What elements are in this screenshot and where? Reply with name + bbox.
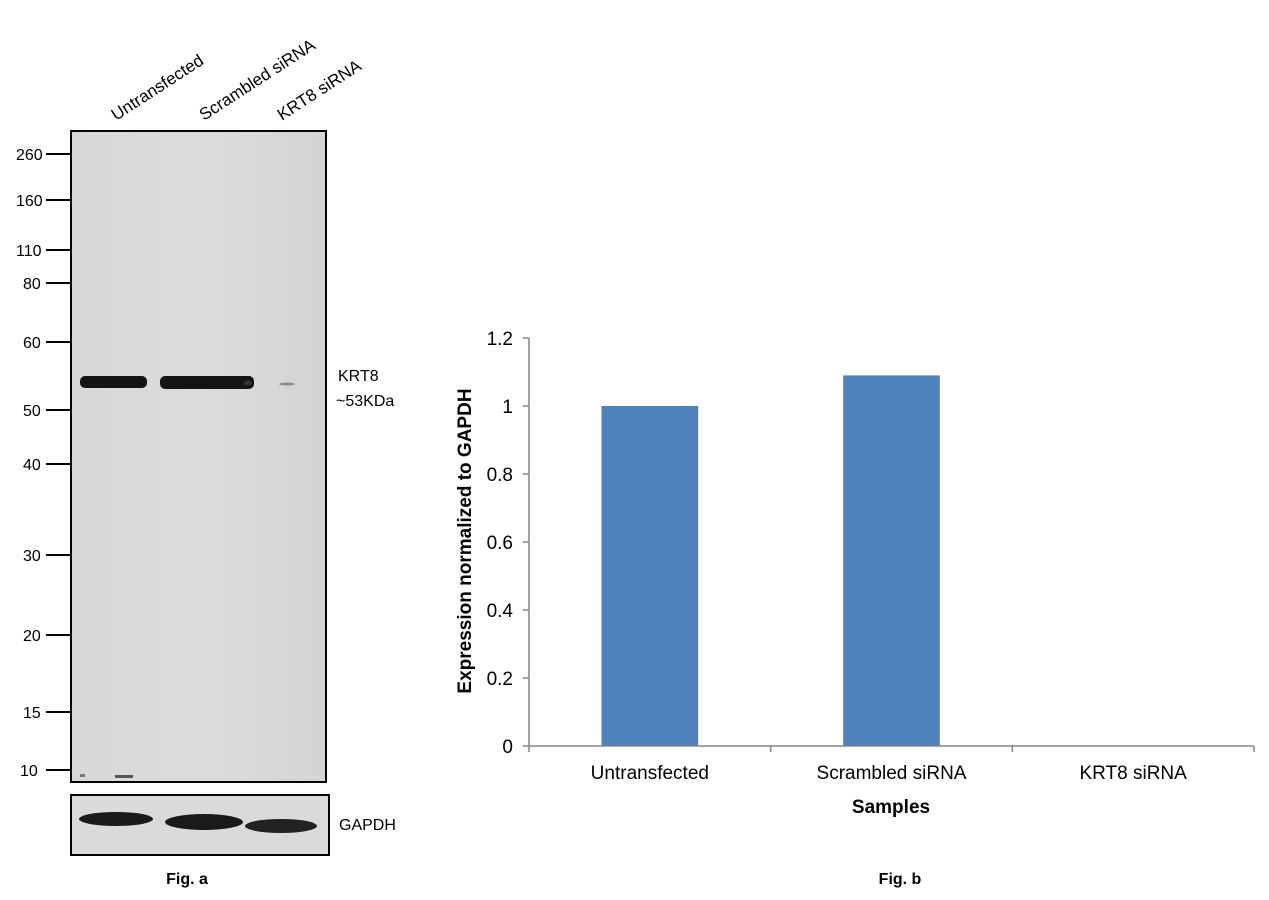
x-tick-label: Scrambled siRNA: [817, 763, 967, 784]
krt8-band-untransfected: [80, 376, 147, 388]
loading-control-label: GAPDH: [339, 817, 396, 834]
blot-artefact: [80, 774, 85, 777]
mw-marker-80: 80: [23, 276, 41, 293]
krt8-bands: [80, 376, 295, 389]
bar-chart: 0 0.2 0.4 0.6 0.8 1 1.2 Untransfected Scrambled…: [455, 329, 1255, 888]
y-tick-label: 1.2: [487, 329, 513, 350]
mw-marker-50: 50: [23, 403, 41, 420]
bar-scrambled-sirna: [843, 375, 940, 746]
mw-marker-60: 60: [23, 335, 41, 352]
gapdh-band-scrambled: [165, 814, 243, 830]
mw-marker-10: 10: [20, 763, 38, 780]
figure-b-caption: Fig. b: [879, 871, 922, 888]
bar-series: [601, 375, 940, 746]
mw-marker-110: 110: [16, 243, 42, 260]
mw-marker-20: 20: [23, 628, 41, 645]
y-tick-label: 1: [502, 397, 513, 418]
mw-marker-30: 30: [23, 548, 41, 565]
lane-label-untransfected: Untransfected: [108, 51, 207, 125]
mw-marker-40: 40: [23, 457, 41, 474]
mw-marker-ladder: 260 160 110 80 60 50 40 30 20 15 10: [16, 147, 71, 780]
mw-marker-160: 160: [16, 193, 43, 210]
western-blot-panel: Untransfected Scrambled siRNA KRT8 siRNA…: [16, 35, 396, 888]
mw-marker-260: 260: [16, 147, 43, 164]
gapdh-band-untransfected: [79, 812, 153, 826]
krt8-band-scrambled: [160, 376, 254, 389]
x-tick-label: KRT8 siRNA: [1079, 763, 1187, 784]
gapdh-band-krt8-sirna: [245, 819, 317, 833]
y-tick-label: 0.2: [487, 669, 513, 690]
y-tick-label: 0: [502, 737, 513, 758]
y-tick-label: 0.8: [487, 465, 513, 486]
band-size-label: ~53KDa: [336, 393, 394, 410]
y-axis-label: Expression normalized to GAPDH: [455, 388, 476, 693]
krt8-band-krt8-sirna-trace: [244, 380, 252, 386]
x-tick-label: Untransfected: [591, 763, 709, 784]
gapdh-bands: [79, 812, 317, 833]
y-axis: 0 0.2 0.4 0.6 0.8 1 1.2: [487, 329, 530, 758]
band-label-krt8: KRT8: [338, 368, 379, 385]
blot-membrane: [70, 130, 327, 783]
y-tick-label: 0.6: [487, 533, 513, 554]
figure-a-caption: Fig. a: [166, 871, 208, 888]
mw-marker-15: 15: [23, 705, 41, 722]
blot-artefact: [115, 775, 133, 778]
bar-untransfected: [601, 406, 699, 746]
x-axis-label: Samples: [852, 797, 930, 818]
y-tick-label: 0.4: [487, 601, 514, 622]
krt8-band-krt8-sirna-faint: [279, 382, 295, 386]
x-axis: Untransfected Scrambled siRNA KRT8 siRNA: [528, 745, 1255, 784]
